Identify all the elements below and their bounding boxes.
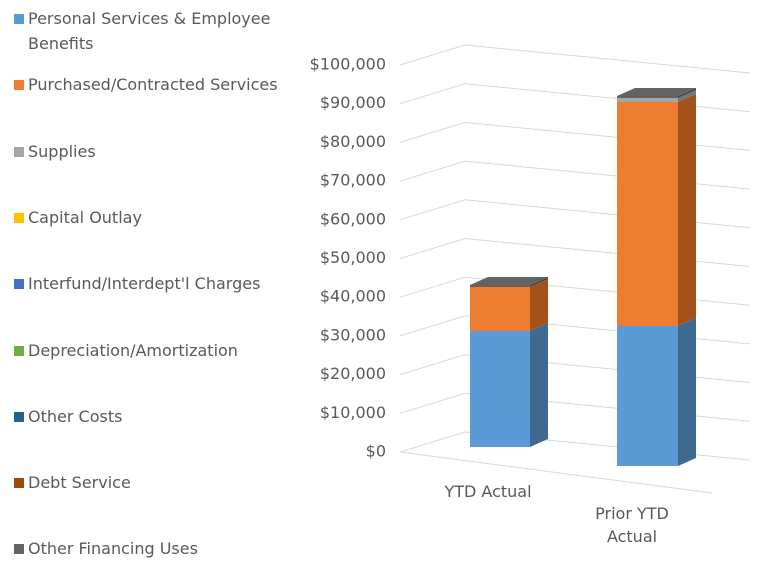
grid-line bbox=[399, 276, 751, 306]
bar-side bbox=[530, 279, 548, 331]
grid-line bbox=[399, 354, 751, 384]
legend-swatch bbox=[14, 80, 24, 91]
bar-side bbox=[678, 90, 696, 102]
legend-item: Personal Services & Employee Benefits bbox=[14, 6, 284, 56]
legend-swatch bbox=[14, 212, 24, 223]
grid-line bbox=[399, 83, 751, 113]
y-tick-label: $10,000 bbox=[320, 403, 386, 422]
legend-swatch bbox=[14, 478, 24, 489]
y-tick-label: $30,000 bbox=[320, 325, 386, 344]
legend-label: Other Financing Uses bbox=[28, 539, 198, 559]
legend-label: Interfund/Interdept'l Charges bbox=[28, 274, 261, 294]
grid-line bbox=[399, 431, 751, 461]
legend-swatch bbox=[14, 544, 24, 555]
bar-side bbox=[530, 277, 548, 287]
legend-swatch bbox=[14, 279, 24, 290]
y-tick-label: $80,000 bbox=[320, 132, 386, 151]
grid-line bbox=[399, 44, 751, 74]
legend-label: Depreciation/Amortization bbox=[28, 340, 238, 360]
bar-segment bbox=[470, 331, 530, 447]
legend-label: Supplies bbox=[28, 141, 96, 161]
y-tick-label: $40,000 bbox=[320, 287, 386, 306]
grid-line bbox=[399, 199, 751, 229]
bar-segment bbox=[617, 326, 678, 466]
bar-segment bbox=[470, 287, 530, 331]
bar-top bbox=[470, 277, 548, 285]
legend-label: Debt Service bbox=[28, 473, 131, 493]
bar-side bbox=[678, 318, 696, 466]
legend-item: Debt Service bbox=[14, 470, 284, 495]
legend-label: Capital Outlay bbox=[28, 207, 142, 227]
y-tick-label: $100,000 bbox=[310, 55, 386, 74]
legend-item: Capital Outlay bbox=[14, 205, 284, 230]
grid-line bbox=[399, 160, 751, 190]
x-tick-label: YTD Actual bbox=[444, 482, 532, 501]
legend-item: Interfund/Interdept'l Charges bbox=[14, 271, 284, 296]
bar-segment bbox=[470, 285, 530, 287]
bar-segment bbox=[617, 96, 678, 98]
y-tick-label: $60,000 bbox=[320, 209, 386, 228]
grid-line bbox=[399, 237, 751, 267]
bar-side bbox=[678, 94, 696, 326]
grid-line bbox=[399, 121, 751, 151]
legend-swatch bbox=[14, 411, 24, 422]
bar-side bbox=[530, 323, 548, 447]
grid-line bbox=[399, 315, 751, 345]
bar-side bbox=[678, 88, 696, 98]
floor-edge bbox=[399, 451, 713, 494]
y-tick-label: $0 bbox=[366, 442, 386, 461]
grid-line bbox=[399, 392, 751, 422]
y-tick-label: $50,000 bbox=[320, 248, 386, 267]
bar-segment bbox=[617, 102, 678, 326]
legend-label: Other Costs bbox=[28, 406, 123, 426]
bar-top bbox=[617, 88, 696, 96]
y-tick-label: $20,000 bbox=[320, 364, 386, 383]
legend-item: Supplies bbox=[14, 139, 284, 164]
x-tick-label: Prior YTD Actual bbox=[595, 504, 669, 546]
legend-item: Other Costs bbox=[14, 404, 284, 429]
legend-swatch bbox=[14, 345, 24, 356]
y-tick-label: $90,000 bbox=[320, 93, 386, 112]
legend-swatch bbox=[14, 14, 24, 24]
legend-item: Other Financing Uses bbox=[14, 536, 284, 561]
y-tick-label: $70,000 bbox=[320, 171, 386, 190]
legend-label: Personal Services & Employee Benefits bbox=[28, 9, 271, 53]
legend-label: Purchased/Contracted Services bbox=[28, 75, 278, 95]
bar-segment bbox=[617, 98, 678, 102]
legend-swatch bbox=[14, 146, 24, 157]
legend-item: Depreciation/Amortization bbox=[14, 338, 284, 363]
legend-item: Purchased/Contracted Services bbox=[14, 72, 284, 97]
